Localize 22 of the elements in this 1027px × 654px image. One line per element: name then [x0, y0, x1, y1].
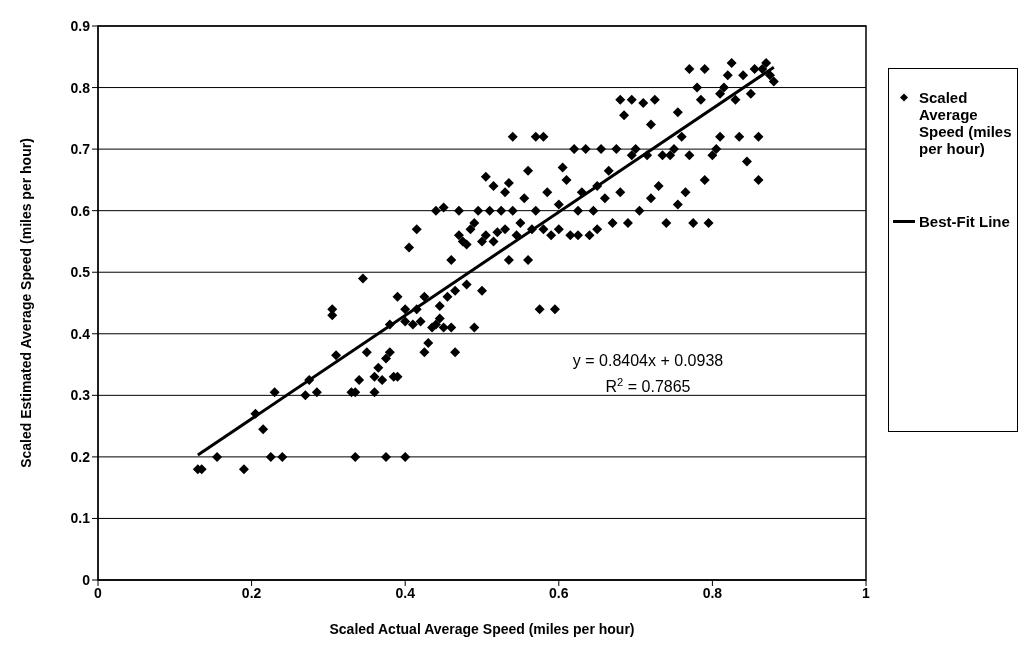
- x-tick-label: 0.4: [395, 584, 416, 601]
- y-axis-title: Scaled Estimated Average Speed (miles per hour): [17, 138, 34, 468]
- x-tick-label: 0.6: [549, 584, 569, 601]
- y-tick-label: 0.6: [70, 202, 91, 219]
- y-tick-label: 0.8: [70, 79, 91, 96]
- y-tick-label: 0.7: [70, 141, 91, 158]
- y-tick-label: 0.9: [70, 17, 91, 34]
- legend-label: Best-Fit Line: [919, 213, 1010, 230]
- y-tick-label: 0.5: [70, 264, 91, 281]
- x-tick-label: 0: [94, 584, 103, 601]
- y-tick-label: 0.4: [70, 325, 91, 342]
- x-tick-label: 0.8: [702, 584, 723, 601]
- y-tick-label: 0.1: [70, 510, 91, 527]
- annotation: R$^{2}$ = 0.7865: [605, 376, 691, 395]
- y-tick-label: 0.2: [70, 448, 91, 465]
- x-tick-label: 0.2: [241, 584, 262, 601]
- y-tick-label: 0.3: [70, 387, 91, 404]
- legend-label: Scaled Average Speed (miles per hour): [919, 89, 1013, 157]
- annotation: y = 0.8404x + 0.0938: [572, 352, 724, 369]
- y-tick-label: 0: [82, 571, 91, 588]
- x-axis-title: Scaled Actual Average Speed (miles per hour): [329, 621, 635, 637]
- x-tick-label: 1: [862, 584, 871, 601]
